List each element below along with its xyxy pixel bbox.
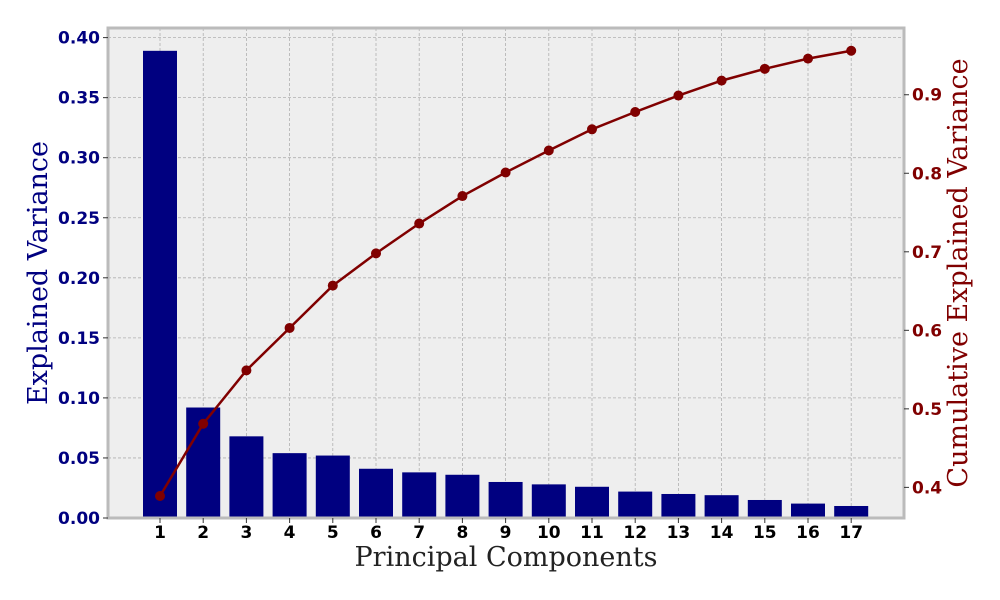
- bar: [618, 491, 653, 518]
- left-tick-label: 0.25: [58, 209, 100, 229]
- x-tick-label: 7: [413, 523, 425, 543]
- x-tick-label: 4: [284, 523, 296, 543]
- bar: [834, 505, 869, 518]
- line-point: [457, 191, 468, 202]
- left-tick-label: 0.40: [58, 29, 100, 49]
- x-tick-label: 14: [710, 523, 734, 543]
- left-tick-label: 0.05: [58, 449, 100, 469]
- line-point: [241, 365, 252, 376]
- right-y-axis-label: Cumulative Explained Variance: [943, 58, 974, 487]
- bar: [791, 503, 825, 518]
- bar: [445, 474, 480, 518]
- bar: [704, 495, 739, 518]
- left-tick-label: 0.30: [58, 149, 100, 169]
- bar: [143, 50, 177, 518]
- left-tick-label: 0.00: [58, 509, 100, 529]
- line-point: [803, 53, 813, 64]
- right-tick-label: 0.5: [912, 400, 942, 420]
- line-point: [284, 322, 295, 333]
- left-tick-label: 0.35: [58, 89, 100, 109]
- x-tick-label: 5: [327, 523, 339, 543]
- x-axis: 1 2 3 4 5 6 7 8 9 10 11 12 13 14 15 16 17: [154, 518, 863, 543]
- cumulative-line-series: [155, 45, 857, 502]
- right-tick-label: 0.9: [912, 86, 942, 106]
- bar: [359, 468, 393, 518]
- bar: [747, 499, 782, 518]
- line-point: [155, 491, 165, 502]
- x-tick-label: 16: [796, 523, 820, 543]
- line-point: [759, 63, 770, 74]
- x-tick-label: 6: [370, 523, 382, 543]
- line-point: [630, 107, 641, 118]
- line-point: [673, 90, 684, 101]
- line-point: [327, 280, 338, 291]
- bar: [661, 493, 696, 518]
- x-tick-label: 11: [580, 523, 604, 543]
- left-tick-label: 0.20: [58, 269, 100, 289]
- x-tick-label: 10: [537, 523, 561, 543]
- line-point: [414, 218, 425, 229]
- x-tick-label: 3: [240, 523, 252, 543]
- right-tick-label: 0.7: [912, 243, 942, 263]
- right-tick-label: 0.8: [912, 164, 942, 184]
- x-tick-label: 12: [623, 523, 647, 543]
- bar: [402, 472, 437, 518]
- x-tick-label: 1: [154, 523, 166, 543]
- line-point: [198, 418, 209, 429]
- x-tick-label: 8: [456, 523, 468, 543]
- x-tick-label: 13: [667, 523, 691, 543]
- line-point: [371, 248, 381, 259]
- left-tick-label: 0.10: [58, 389, 100, 409]
- right-y-axis: 0.4 0.5 0.6 0.7 0.8 0.9: [904, 86, 942, 498]
- grid-lines: [108, 28, 904, 519]
- left-tick-label: 0.15: [58, 329, 100, 349]
- right-tick-label: 0.4: [912, 478, 942, 498]
- line-point: [716, 75, 727, 86]
- line-point: [587, 124, 597, 135]
- bar: [488, 481, 523, 518]
- left-y-axis: 0.00 0.05 0.10 0.15 0.20 0.25 0.30 0.35 0.40: [58, 29, 108, 529]
- line-point: [500, 167, 511, 178]
- bar: [315, 455, 350, 518]
- left-y-axis-label: Explained Variance: [23, 141, 54, 405]
- x-tick-label: 9: [500, 523, 512, 543]
- right-tick-label: 0.6: [912, 321, 942, 341]
- line-point: [543, 145, 554, 156]
- x-tick-label: 17: [839, 523, 863, 543]
- bar: [229, 436, 264, 518]
- bar: [575, 486, 609, 518]
- bar: [531, 484, 566, 518]
- line-point: [846, 45, 857, 56]
- bar: [272, 453, 307, 518]
- x-tick-label: 2: [197, 523, 209, 543]
- x-tick-label: 15: [753, 523, 777, 543]
- x-axis-label: Principal Components: [355, 542, 658, 573]
